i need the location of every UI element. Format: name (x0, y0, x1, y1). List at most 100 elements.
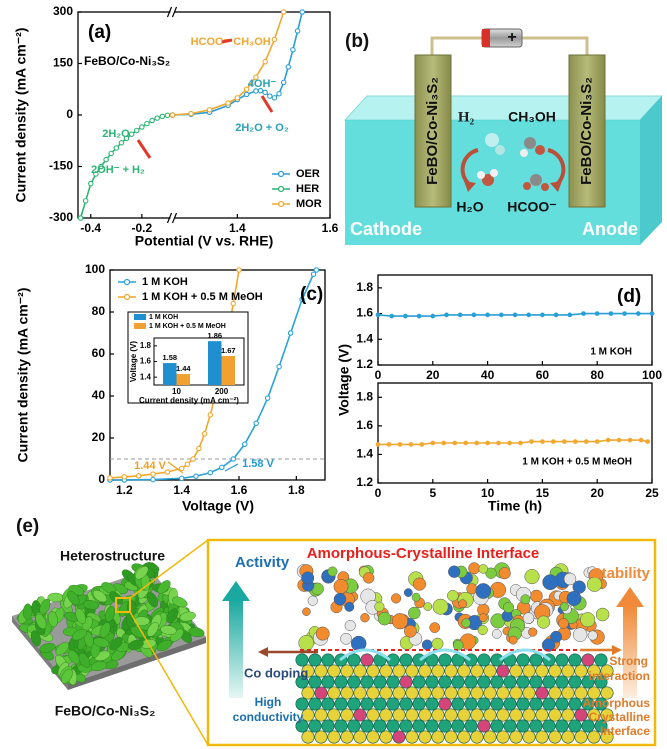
data-point (103, 156, 109, 163)
wire (522, 36, 589, 58)
nanosheet (92, 589, 108, 603)
atom (418, 664, 432, 678)
data-point (93, 171, 99, 177)
legend-swatch (134, 314, 146, 320)
atom (542, 719, 556, 733)
atom (333, 592, 347, 606)
data-point (196, 445, 202, 452)
chart-subtitle: FeBO/Co-Ni₃S₂ (84, 54, 170, 68)
x-tick-label: 60 (536, 368, 550, 382)
atom (535, 730, 549, 744)
data-point (267, 93, 273, 99)
data-point (193, 473, 199, 479)
data-point (188, 110, 194, 117)
panel-label: (c) (300, 284, 323, 305)
molecule (490, 169, 498, 177)
atom (600, 730, 614, 744)
atom (447, 589, 459, 602)
nanosheet (127, 639, 144, 650)
data-point (257, 87, 264, 94)
atom (475, 583, 492, 599)
x-axis-label: Time (h) (488, 498, 542, 514)
arrowhead (258, 647, 268, 657)
reaction-arrow (260, 95, 274, 113)
atom (408, 606, 421, 620)
x-axis-label: Voltage (V) (182, 498, 254, 514)
data-point (276, 90, 282, 97)
nanosheet (67, 649, 81, 665)
atom (587, 686, 601, 700)
atom (386, 675, 400, 689)
legend-label: MOR (296, 198, 322, 210)
bar (221, 356, 235, 385)
atom (438, 653, 452, 667)
atom (477, 675, 491, 689)
atom (485, 567, 497, 579)
data-point (285, 64, 292, 70)
atom (464, 697, 478, 711)
x-tick-label: 1.4 (173, 483, 190, 497)
atom (340, 664, 354, 678)
nanosheet (166, 608, 179, 624)
atom (529, 653, 543, 667)
molecule (530, 174, 542, 186)
atom (340, 708, 354, 722)
atom (418, 708, 432, 722)
atom (431, 664, 445, 678)
nanosheet (146, 622, 159, 637)
data-point (77, 215, 84, 221)
stability-arrow (623, 606, 637, 698)
data-point (241, 441, 248, 448)
atom (327, 686, 341, 700)
atom (321, 653, 335, 667)
data-point (154, 115, 160, 121)
data-point (463, 440, 469, 446)
data-point (262, 59, 268, 65)
atom (600, 664, 614, 678)
conductivity-label: High (255, 695, 282, 709)
molecule (485, 133, 499, 147)
data-point (207, 412, 214, 418)
panel-label: (a) (88, 22, 111, 43)
y-tick-label: 100 (85, 262, 105, 276)
atom (295, 653, 309, 667)
atom (594, 697, 608, 711)
atom (438, 719, 452, 733)
atom (520, 594, 531, 605)
atom (537, 615, 551, 629)
atom (503, 719, 517, 733)
atom (340, 632, 352, 645)
atom (550, 630, 563, 643)
atom (308, 719, 322, 733)
atom (444, 730, 458, 744)
wire (430, 36, 482, 58)
interface-label: Interface (600, 724, 650, 738)
data-point (457, 312, 463, 318)
data-point (234, 95, 241, 101)
nanosheet (101, 582, 117, 594)
molecule (520, 149, 528, 157)
atom (431, 730, 445, 744)
data-point (485, 312, 490, 318)
molecule (495, 145, 505, 155)
data-point (123, 135, 130, 142)
nanosheet (135, 566, 149, 580)
atom (535, 686, 549, 700)
tank-top (343, 95, 664, 121)
x-tick-label: 15 (536, 486, 550, 500)
atom (379, 664, 393, 678)
reaction-arrow (136, 139, 152, 159)
atom (418, 686, 432, 700)
atom (386, 653, 400, 667)
data-point (236, 267, 242, 273)
data-point (616, 437, 622, 443)
bar (208, 341, 222, 385)
atom (502, 601, 515, 613)
atom (568, 719, 582, 733)
x-tick-label: 25 (645, 486, 659, 500)
atom (405, 730, 419, 744)
atom (403, 588, 413, 597)
atom (535, 708, 549, 722)
data-point (526, 312, 532, 318)
data-point (386, 442, 392, 447)
